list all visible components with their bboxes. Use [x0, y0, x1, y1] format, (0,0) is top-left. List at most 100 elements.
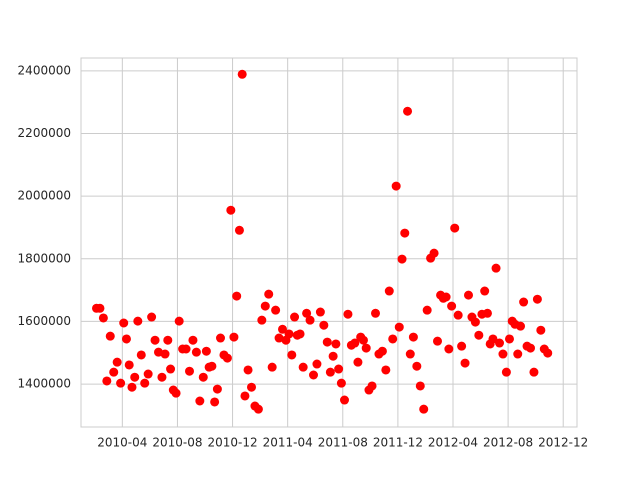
- point: [212, 384, 222, 394]
- point: [429, 248, 439, 258]
- point: [163, 335, 173, 345]
- point: [157, 372, 167, 382]
- point: [408, 332, 418, 342]
- point: [513, 349, 523, 359]
- point: [331, 339, 341, 349]
- point: [191, 347, 201, 357]
- y-tick-label: 2200000: [18, 126, 71, 140]
- point: [498, 349, 508, 359]
- point: [482, 308, 492, 318]
- point: [433, 336, 442, 346]
- point: [319, 320, 329, 330]
- x-tick-label: 2012-08: [483, 436, 533, 450]
- point: [441, 292, 451, 302]
- point: [397, 254, 407, 264]
- point: [388, 334, 398, 344]
- point: [267, 362, 277, 372]
- point: [253, 404, 263, 414]
- point: [171, 388, 181, 398]
- point: [105, 331, 115, 341]
- point: [391, 181, 401, 191]
- point: [243, 365, 253, 375]
- plot-frame: [80, 57, 578, 428]
- point: [290, 312, 300, 322]
- point: [322, 337, 332, 347]
- y-tick-label: 2400000: [18, 63, 71, 77]
- point: [140, 378, 150, 388]
- point: [394, 322, 404, 332]
- y-tick-label: 1800000: [18, 251, 71, 265]
- x-tick-label: 2012-12: [538, 436, 588, 450]
- point: [519, 297, 529, 307]
- point: [315, 307, 325, 317]
- point: [516, 321, 526, 331]
- point: [480, 286, 490, 296]
- x-tick-label: 2010-04: [97, 436, 147, 450]
- point: [457, 341, 467, 351]
- point: [464, 290, 473, 300]
- point: [532, 294, 542, 304]
- point: [147, 312, 157, 322]
- point: [121, 334, 131, 344]
- point: [95, 303, 105, 313]
- point: [336, 378, 346, 388]
- point: [201, 346, 211, 356]
- point: [271, 305, 281, 315]
- point: [371, 308, 380, 318]
- point: [367, 381, 377, 391]
- x-tick-label: 2011-08: [318, 436, 368, 450]
- point: [405, 349, 415, 359]
- point: [415, 381, 425, 391]
- point: [447, 301, 457, 311]
- point: [174, 316, 184, 326]
- point: [119, 318, 129, 328]
- point: [124, 360, 134, 370]
- point: [237, 69, 247, 79]
- point: [226, 205, 236, 215]
- point: [444, 344, 454, 354]
- point: [188, 335, 198, 345]
- point: [222, 353, 232, 363]
- point: [453, 310, 463, 320]
- point: [260, 301, 270, 311]
- point: [274, 333, 284, 343]
- point: [491, 263, 501, 273]
- point: [102, 376, 112, 386]
- point: [160, 349, 170, 359]
- point: [403, 106, 413, 116]
- point: [474, 330, 484, 340]
- point: [350, 338, 360, 348]
- point: [287, 350, 297, 360]
- point: [181, 344, 191, 354]
- point: [412, 361, 422, 371]
- point: [529, 367, 539, 377]
- point: [325, 367, 335, 377]
- point: [264, 289, 274, 299]
- point: [298, 362, 308, 372]
- point: [501, 367, 511, 377]
- y-tick-label: 1400000: [18, 377, 71, 391]
- point: [133, 316, 143, 326]
- point: [419, 404, 429, 414]
- point: [278, 324, 287, 334]
- x-tick-label: 2011-04: [263, 436, 313, 450]
- point: [309, 370, 318, 380]
- point: [495, 338, 504, 348]
- point: [353, 357, 363, 367]
- point: [384, 286, 394, 296]
- point: [229, 332, 239, 342]
- point: [361, 343, 371, 353]
- y-tick-label: 2000000: [18, 189, 71, 203]
- point: [400, 228, 410, 238]
- point: [216, 333, 225, 343]
- point: [247, 382, 256, 392]
- point: [166, 364, 176, 374]
- point: [127, 382, 137, 392]
- point: [136, 350, 146, 360]
- point: [377, 346, 387, 356]
- point: [109, 367, 119, 377]
- point: [302, 308, 312, 318]
- x-tick-label: 2012-04: [428, 436, 478, 450]
- point: [130, 372, 140, 382]
